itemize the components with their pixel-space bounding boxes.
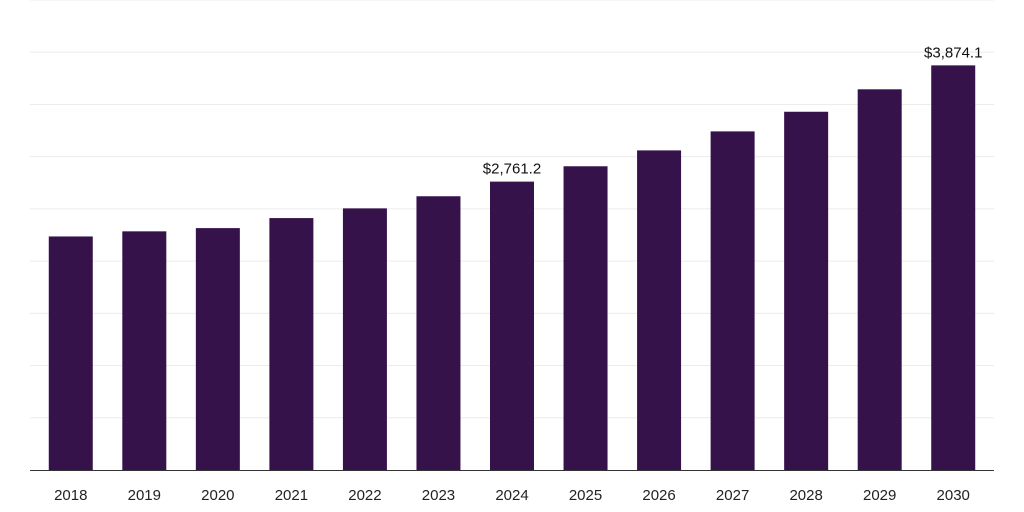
x-tick-label-2020: 2020	[201, 487, 234, 504]
x-tick-label-2026: 2026	[642, 487, 675, 504]
bar-2019[interactable]	[122, 231, 167, 470]
bar-2018[interactable]	[48, 236, 93, 470]
x-tick-label-2030: 2030	[937, 487, 970, 504]
bar-2021[interactable]	[269, 218, 314, 470]
bar-2028[interactable]	[784, 111, 829, 470]
bar-2023[interactable]	[416, 196, 461, 471]
x-tick-labels: 2018 2019 2020 2021 2022 2023 2024 2025 2026 2027…	[54, 487, 970, 504]
x-tick-label-2019: 2019	[128, 487, 161, 504]
x-tick-label-2024: 2024	[495, 487, 528, 504]
x-tick-label-2027: 2027	[716, 487, 749, 504]
x-tick-label-2025: 2025	[569, 487, 602, 504]
bar-2025[interactable]	[563, 166, 608, 470]
x-tick-label-2028: 2028	[789, 487, 822, 504]
bars	[48, 65, 976, 471]
bar-2022[interactable]	[342, 208, 387, 470]
bar-2026[interactable]	[637, 150, 682, 470]
data-labels: $2,761.2 $3,874.1	[483, 44, 983, 177]
x-tick-label-2022: 2022	[348, 487, 381, 504]
x-tick-label-2018: 2018	[54, 487, 87, 504]
x-tick-label-2023: 2023	[422, 487, 455, 504]
data-label-2024: $2,761.2	[483, 161, 541, 178]
bar-2024[interactable]	[490, 181, 534, 470]
bar-2030[interactable]	[931, 65, 976, 471]
bar-2029[interactable]	[857, 89, 902, 471]
x-tick-label-2029: 2029	[863, 487, 896, 504]
data-label-2030: $3,874.1	[924, 44, 982, 61]
bar-2020[interactable]	[195, 228, 240, 470]
bar-2027[interactable]	[710, 131, 755, 470]
x-tick-label-2021: 2021	[275, 487, 308, 504]
